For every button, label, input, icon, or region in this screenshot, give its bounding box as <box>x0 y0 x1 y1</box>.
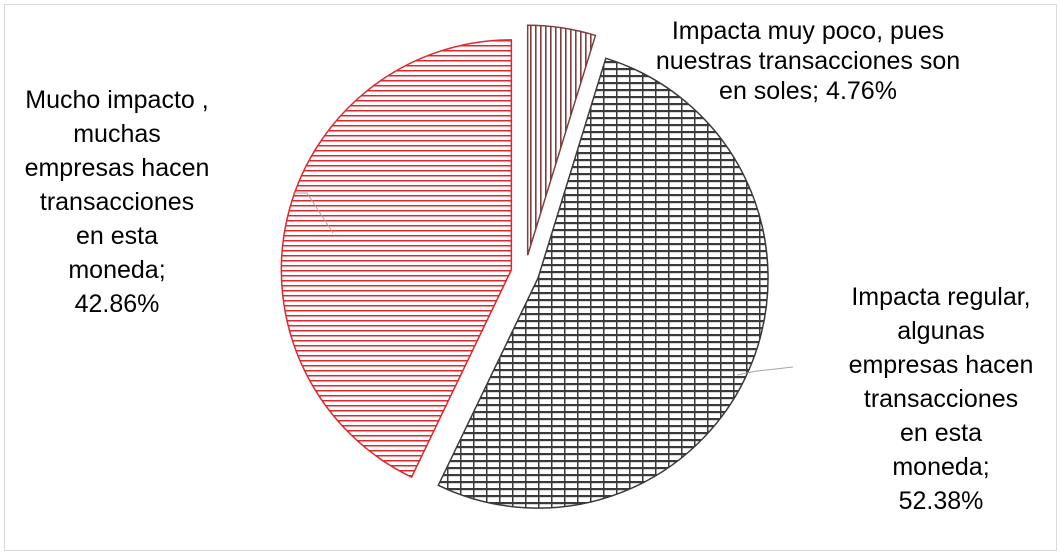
slice-label-line: nuestras transacciones son <box>656 47 960 75</box>
slice-label-line: Impacta regular, <box>851 283 1030 311</box>
slice-label-line: empresas hacen <box>849 351 1034 379</box>
chart-frame: Impacta muy poco, pues nuestras transacci… <box>4 4 1057 551</box>
slice-label-1: Impacta muy poco, pues nuestras transacci… <box>656 17 960 105</box>
slice-label-line: moneda; <box>892 453 989 481</box>
slice-label-line: transacciones <box>40 188 194 216</box>
slice-label-line: en soles; 4.76% <box>719 77 897 105</box>
slice-label-line: en esta <box>900 419 982 447</box>
pie-slice-2 <box>437 57 769 509</box>
pie-slice-1 <box>526 24 597 256</box>
slice-label-line: algunas <box>897 317 985 345</box>
slice-label-line: muchas <box>73 120 161 148</box>
slice-label-2: Impacta regular, algunas empresas hacen tra… <box>849 283 1034 515</box>
slice-label-line: 42.86% <box>75 290 160 318</box>
slice-label-line: 52.38% <box>899 487 984 515</box>
leader-line-2 <box>736 366 794 376</box>
slice-label-line: moneda; <box>68 256 165 284</box>
slice-label-line: Mucho impacto , <box>25 86 208 114</box>
slice-label-line: en esta <box>76 222 158 250</box>
pie-slice-3 <box>280 39 513 479</box>
slice-label-line: Impacta muy poco, pues <box>672 17 944 45</box>
slice-label-line: transacciones <box>864 385 1018 413</box>
slice-label-3: Mucho impacto , muchas empresas hacen trans… <box>25 86 210 318</box>
slice-label-line: empresas hacen <box>25 154 210 182</box>
pie-chart: Impacta muy poco, pues nuestras transacci… <box>25 17 1034 515</box>
leader-line-3 <box>293 192 334 234</box>
